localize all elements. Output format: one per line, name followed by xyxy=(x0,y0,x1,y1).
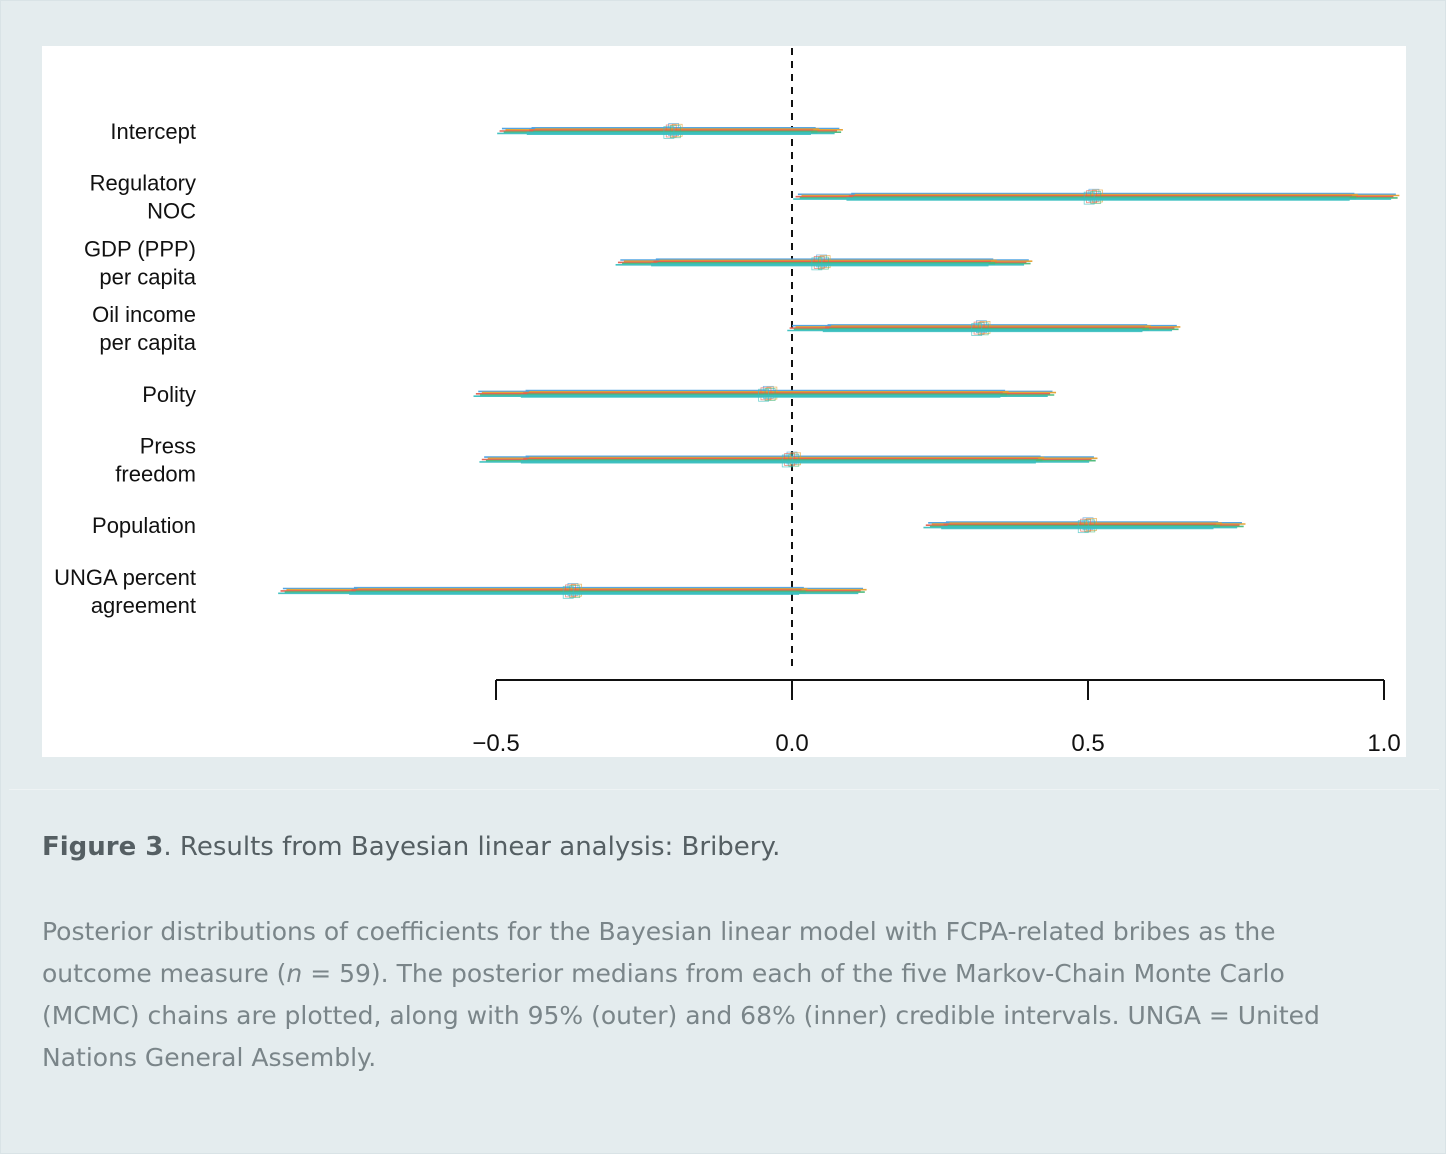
median-point-row8-chain4 xyxy=(569,585,581,599)
median-point-row3-chain4 xyxy=(817,256,829,270)
median-point-row7-chain5 xyxy=(1077,520,1089,534)
figure-caption-body: Posterior distributions of coefficients … xyxy=(42,911,1372,1079)
median-point-row6-chain5 xyxy=(781,454,793,468)
row-label-8-line-2: agreement xyxy=(91,593,196,618)
median-point-row4-chain5 xyxy=(971,323,983,336)
row-label-3-line-1: GDP (PPP) xyxy=(84,236,196,261)
row-label-5-line-1: Polity xyxy=(142,382,196,407)
row-label-6-line-2: freedom xyxy=(115,462,196,487)
row-label-6-line-1: Press xyxy=(140,434,196,459)
x-tick-label-3: 0.5 xyxy=(1071,730,1104,757)
forest-plot: Intercept Regulatory NOC GDP (PPP) per capit… xyxy=(54,48,1401,757)
median-point-row5-chain4 xyxy=(764,388,776,401)
median-point-row3-chain5 xyxy=(811,257,823,271)
median-point-row7-chain4 xyxy=(1084,519,1096,533)
caption-divider xyxy=(9,789,1439,790)
median-point-row6-chain4 xyxy=(788,453,800,467)
x-tick-label-4: 1.0 xyxy=(1367,730,1400,757)
row-label-1-line-1: Intercept xyxy=(110,119,196,144)
row-label-2-line-2: NOC xyxy=(147,199,196,224)
median-point-row4-chain4 xyxy=(977,322,989,336)
median-point-row2-chain5 xyxy=(1083,191,1095,205)
row-label-4-line-1: Oil income xyxy=(92,302,196,327)
median-point-row1-chain5 xyxy=(663,126,675,139)
x-tick-label-1: −0.5 xyxy=(472,730,519,757)
caption-n-symbol: n xyxy=(286,959,303,988)
median-point-row1-chain4 xyxy=(669,125,681,139)
x-tick-label-2: 0.0 xyxy=(775,730,808,757)
figure-label: Figure 3 xyxy=(42,832,164,862)
row-label-7-line-1: Population xyxy=(92,513,196,538)
row-label-3-line-2: per capita xyxy=(99,264,196,289)
row-label-8-line-1: UNGA percent xyxy=(54,565,196,590)
caption-body-text-2: = 59). The posterior medians from each o… xyxy=(42,959,1320,1072)
figure-caption-title: Figure 3. Results from Bayesian linear a… xyxy=(42,832,1402,862)
median-point-row8-chain5 xyxy=(562,585,574,599)
row-label-2-line-1: Regulatory xyxy=(90,171,196,196)
figure-title: . Results from Bayesian linear analysis:… xyxy=(163,832,781,862)
median-point-row5-chain5 xyxy=(758,388,769,402)
median-point-row2-chain4 xyxy=(1090,191,1102,204)
row-label-4-line-2: per capita xyxy=(99,330,196,355)
caption-body-text-1: Posterior distributions of coefficients … xyxy=(42,917,1276,988)
plot-panel: Intercept Regulatory NOC GDP (PPP) per capit… xyxy=(42,46,1406,757)
